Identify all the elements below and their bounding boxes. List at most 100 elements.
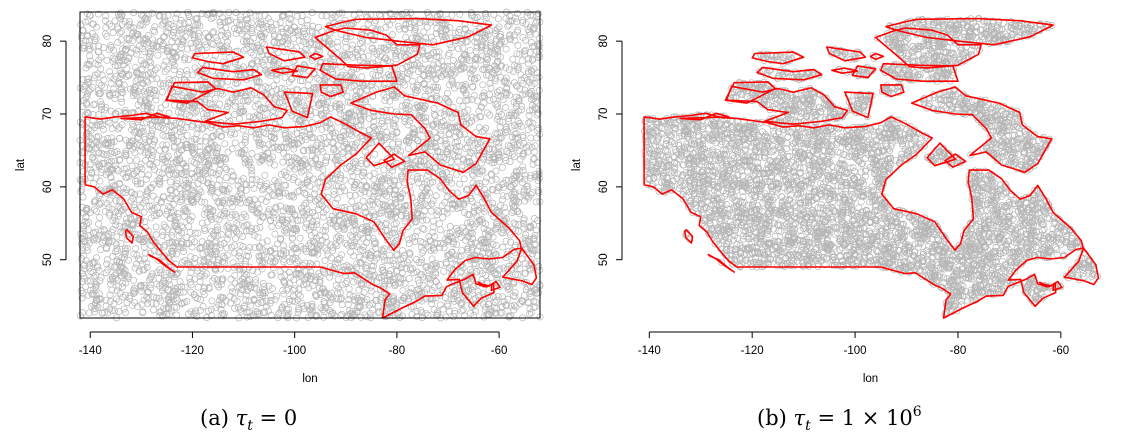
data-point <box>83 136 91 144</box>
data-point <box>390 229 398 237</box>
data-point <box>216 18 224 26</box>
data-point <box>161 252 169 260</box>
data-point <box>164 11 172 19</box>
data-point <box>342 239 350 247</box>
data-point <box>389 140 397 148</box>
data-point <box>229 259 237 267</box>
data-point <box>171 171 179 179</box>
data-point <box>423 216 430 224</box>
data-point <box>399 287 407 295</box>
data-point <box>405 145 412 152</box>
data-point <box>121 254 128 262</box>
data-point <box>309 218 316 226</box>
data-point <box>341 187 349 195</box>
data-point <box>128 301 136 309</box>
data-point <box>96 214 104 222</box>
data-point <box>417 259 425 267</box>
data-point <box>306 40 314 48</box>
data-point <box>228 145 236 153</box>
data-point <box>276 118 284 126</box>
data-point <box>410 126 418 134</box>
data-point <box>106 119 114 127</box>
data-point <box>381 97 389 105</box>
data-point <box>273 76 281 84</box>
data-point <box>351 191 359 199</box>
data-point <box>119 283 126 291</box>
data-point <box>211 94 219 102</box>
data-point <box>439 305 447 313</box>
data-point <box>437 127 445 135</box>
data-point <box>507 238 515 246</box>
data-point <box>418 256 426 264</box>
data-point <box>371 150 379 158</box>
data-point <box>116 267 124 275</box>
data-point <box>312 197 320 205</box>
data-point <box>492 27 499 34</box>
data-point <box>352 235 360 243</box>
data-point <box>369 44 376 52</box>
data-point <box>288 234 296 242</box>
data-point <box>95 110 103 118</box>
data-point <box>353 87 361 95</box>
data-point <box>424 171 432 179</box>
data-point <box>330 146 338 154</box>
data-point <box>443 168 450 176</box>
data-point <box>353 139 361 147</box>
data-point <box>104 135 112 142</box>
data-point <box>245 297 253 305</box>
data-point <box>96 98 104 106</box>
data-point <box>80 179 88 187</box>
data-point <box>268 223 276 231</box>
data-point <box>108 238 116 245</box>
data-point <box>271 296 279 304</box>
data-point <box>348 41 356 49</box>
data-point <box>460 175 468 183</box>
data-point <box>338 149 346 157</box>
data-point <box>453 109 460 117</box>
data-point <box>252 279 259 287</box>
data-point <box>394 181 402 189</box>
data-point <box>120 305 128 313</box>
data-point <box>521 50 529 58</box>
data-point <box>229 203 237 211</box>
data-point <box>349 312 357 320</box>
data-point <box>346 291 354 299</box>
data-point <box>151 28 159 36</box>
data-point <box>429 196 437 204</box>
data-point <box>434 84 442 92</box>
data-point <box>486 79 494 87</box>
data-point <box>144 295 152 303</box>
data-point <box>102 24 110 32</box>
data-point <box>246 9 254 17</box>
data-point <box>359 44 367 52</box>
data-point <box>131 84 139 92</box>
data-point <box>468 240 476 248</box>
data-point <box>440 118 447 125</box>
data-point <box>80 261 88 269</box>
data-point <box>531 231 539 239</box>
data-point <box>231 271 239 279</box>
data-point <box>309 46 317 54</box>
data-point <box>464 143 471 151</box>
data-point <box>479 81 487 89</box>
data-point <box>518 57 526 65</box>
data-point <box>227 275 235 283</box>
data-point <box>248 171 256 179</box>
data-point <box>196 148 204 156</box>
data-point <box>165 75 173 83</box>
data-point <box>196 137 204 145</box>
data-point <box>337 295 345 303</box>
data-point <box>255 141 263 149</box>
data-point <box>459 306 467 314</box>
data-point <box>369 201 377 209</box>
data-point <box>248 150 256 157</box>
data-point <box>130 276 138 284</box>
data-point <box>421 102 429 110</box>
data-point <box>353 91 360 99</box>
data-point <box>322 222 330 230</box>
data-point <box>255 136 263 144</box>
data-point <box>309 124 317 132</box>
data-point <box>258 104 266 112</box>
data-point <box>151 23 159 31</box>
data-point <box>466 46 474 54</box>
